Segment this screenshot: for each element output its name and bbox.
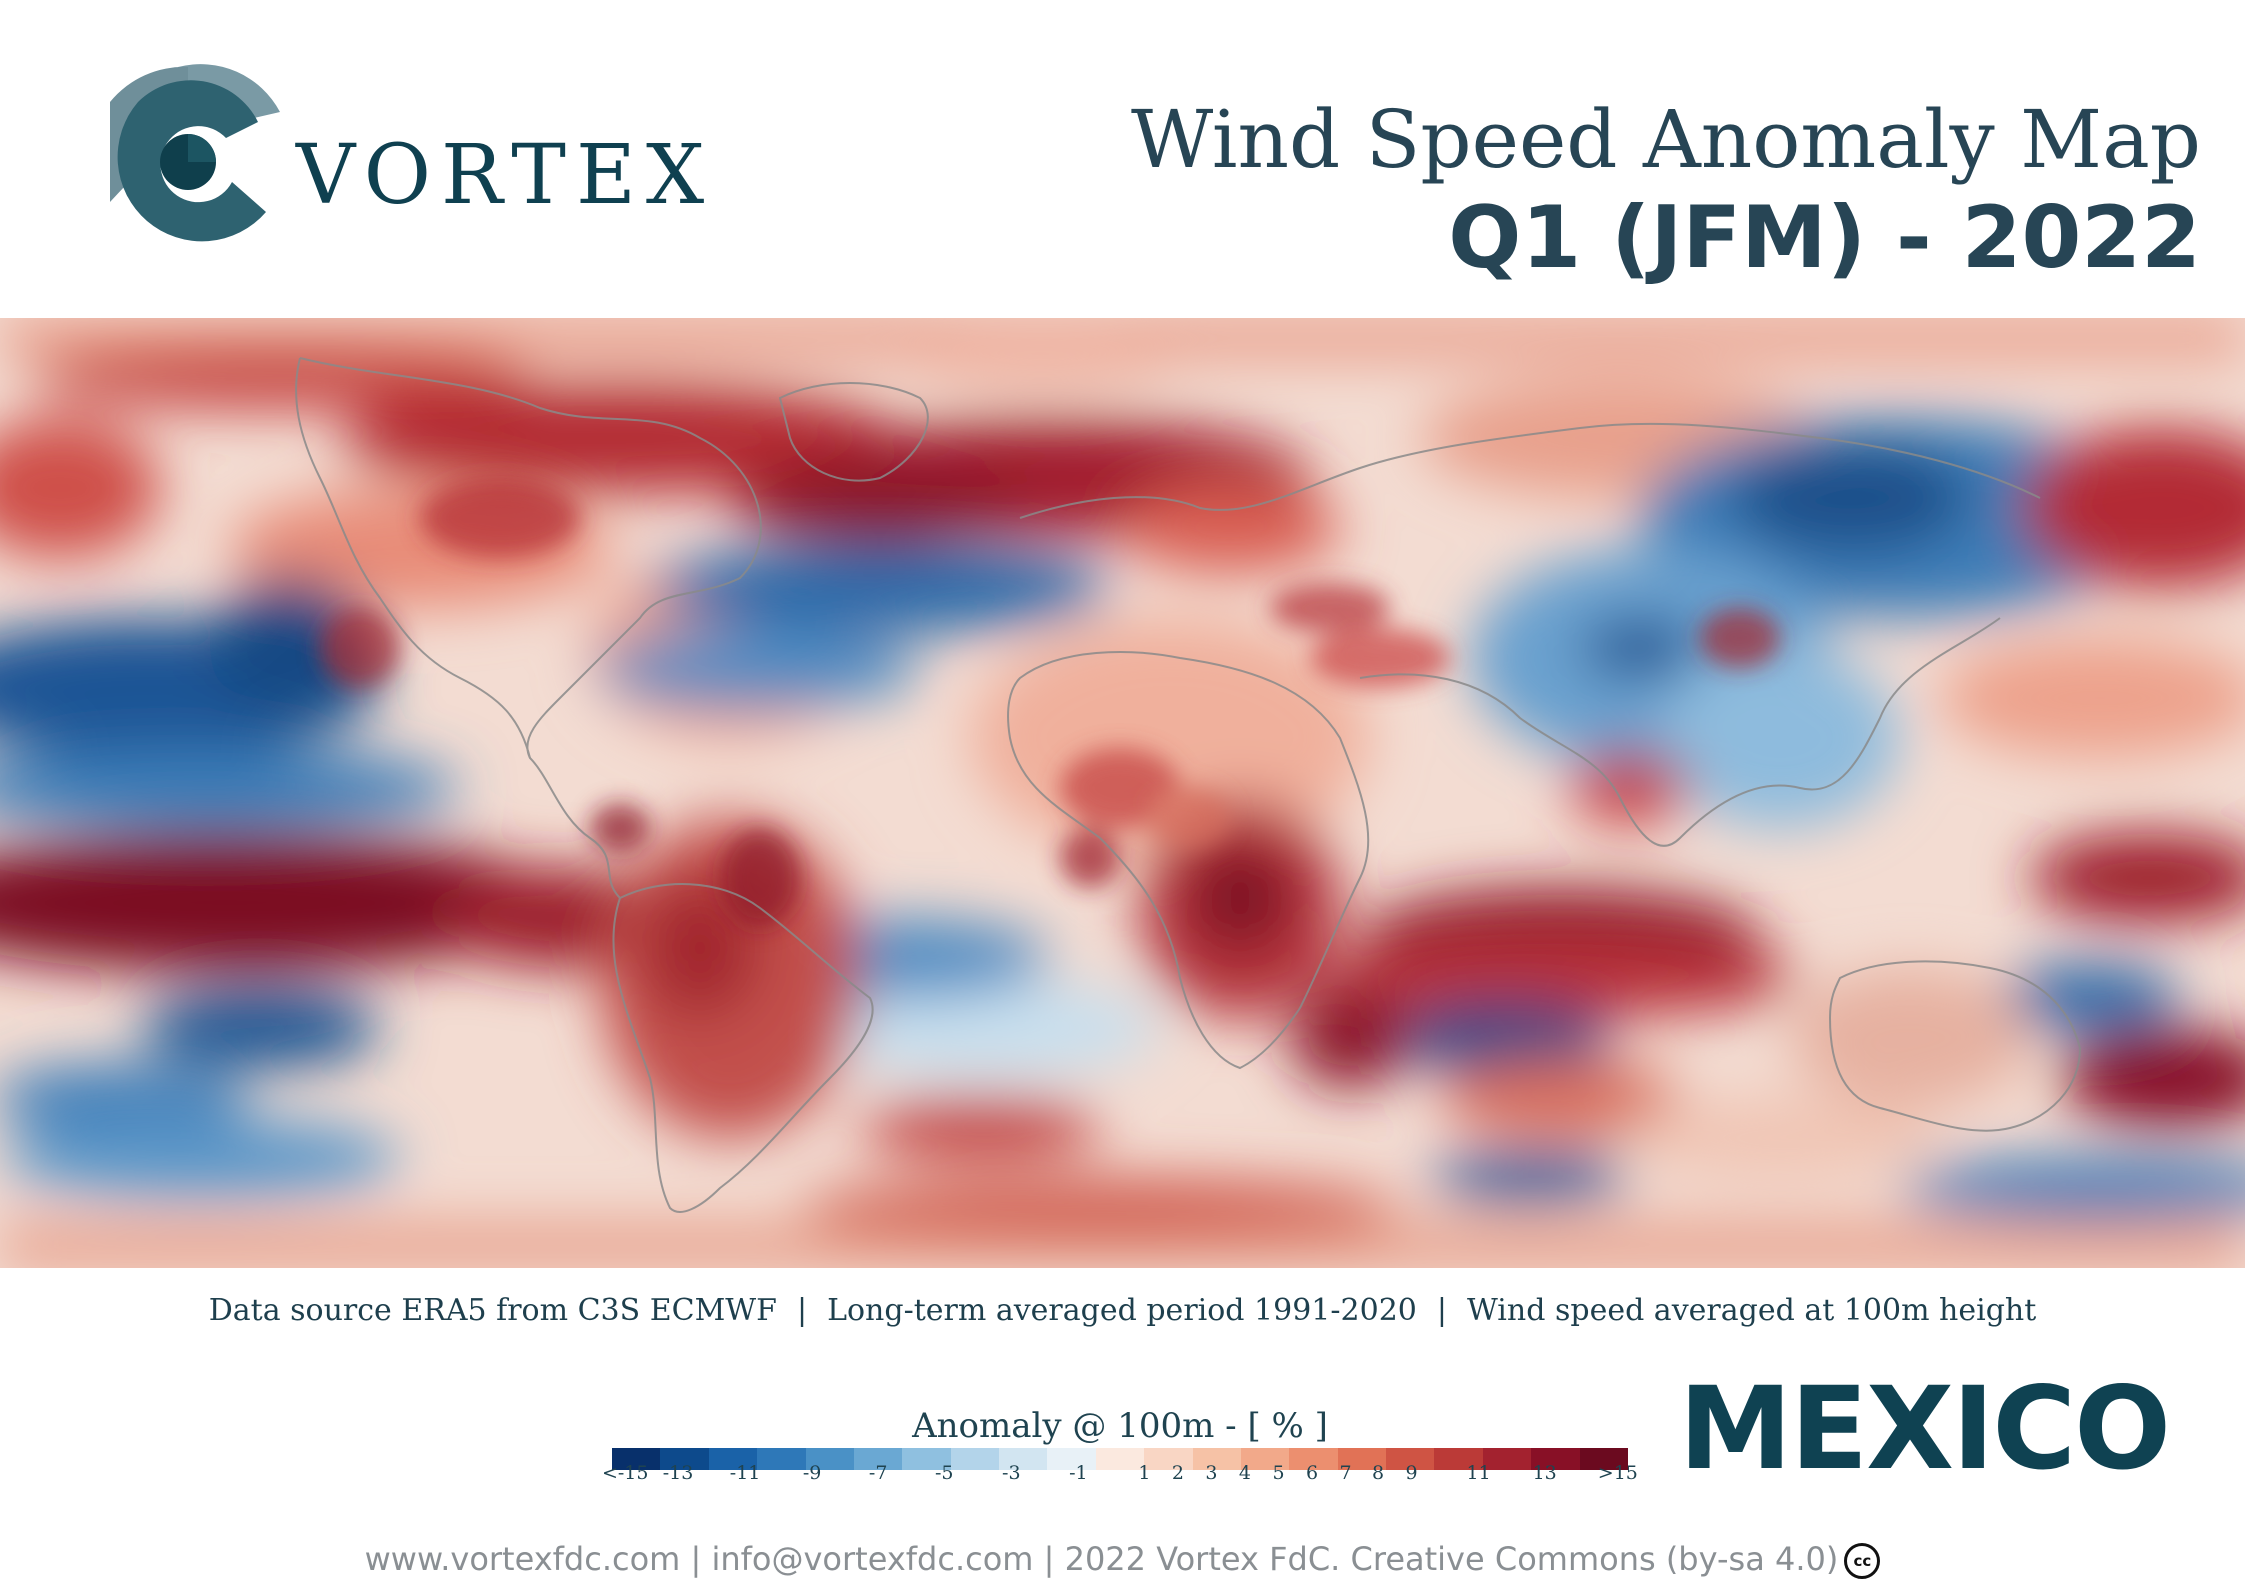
- colorbar-swatch: [1095, 1448, 1145, 1470]
- colorbar-swatch: [853, 1448, 903, 1470]
- colorbar-tick-label: -3: [1002, 1462, 1021, 1484]
- colorbar-tick-label: 2: [1171, 1462, 1184, 1484]
- colorbar-tick-label: 7: [1339, 1462, 1352, 1484]
- colorbar-tick-label: -13: [662, 1462, 694, 1484]
- colorbar-tick-label: 13: [1532, 1462, 1557, 1484]
- colorbar-tick-label: -1: [1069, 1462, 1088, 1484]
- colorbar-tick-label: >15: [1597, 1462, 1638, 1484]
- footer-text[interactable]: www.vortexfdc.com | info@vortexfdc.com |…: [364, 1540, 1839, 1578]
- creative-commons-icon: cc: [1844, 1543, 1881, 1579]
- colorbar-swatch: [757, 1448, 806, 1470]
- separator: |: [1436, 1293, 1447, 1328]
- colorbar-swatch: [805, 1448, 854, 1470]
- colorbar-tick-label: -9: [802, 1462, 822, 1484]
- separator: |: [796, 1293, 808, 1328]
- colorbar-swatch: [1047, 1448, 1096, 1470]
- colorbar-swatch: [1579, 1448, 1628, 1470]
- map-title: Wind Speed Anomaly Map: [1131, 93, 2201, 186]
- colorbar-swatch: [1289, 1448, 1338, 1470]
- coastlines: [295, 357, 2082, 1213]
- brand-name: VORTEX: [296, 128, 715, 223]
- colorbar-swatch: [999, 1448, 1048, 1470]
- map-period: Q1 (JFM) - 2022: [1448, 188, 2201, 288]
- data-source-line: Data source ERA5 from C3S ECMWF | Long-ter…: [0, 1293, 2245, 1328]
- vortex-logo: VORTEX: [108, 62, 748, 252]
- colorbar-swatch: [1482, 1448, 1532, 1470]
- colorbar-tick-label: 6: [1305, 1462, 1319, 1484]
- colorbar-swatch: [1386, 1448, 1435, 1470]
- colorbar-tick-label: -5: [934, 1462, 954, 1484]
- colorbar-tick-label: 8: [1372, 1462, 1385, 1484]
- colorbar-swatch: [708, 1448, 758, 1470]
- colorbar-tick-label: -7: [868, 1462, 888, 1484]
- map-title-block: Wind Speed Anomaly Map Q1 (JFM) - 2022: [1131, 92, 2201, 288]
- height-text: Wind speed averaged at 100m height: [1467, 1293, 2037, 1328]
- colorbar-tick-label: <-15: [601, 1462, 649, 1484]
- colorbar-tick-label: 4: [1238, 1462, 1251, 1484]
- anomaly-world-map: [0, 318, 2245, 1268]
- colorbar-tick-label: 11: [1466, 1462, 1491, 1484]
- colorbar-swatch: [950, 1448, 999, 1470]
- colorbar-title: Anomaly @ 100m - [ % ]: [912, 1406, 1328, 1446]
- colorbar-swatch: [1240, 1448, 1290, 1470]
- colorbar: [612, 1448, 1628, 1470]
- colorbar-swatch: [1434, 1448, 1483, 1470]
- colorbar-tick-label: 3: [1205, 1462, 1218, 1484]
- colorbar-swatch: [1144, 1448, 1193, 1470]
- colorbar-ticks: <-15 -13 -11 -9 -7 -5 -3 -1 1 2 3 4 5 6 7 8 9 11 13 >15: [0, 1462, 2245, 1492]
- colorbar-tick-label: -11: [729, 1462, 761, 1484]
- colorbar-tick-label: 1: [1138, 1462, 1151, 1484]
- colorbar-tick-label: 9: [1405, 1462, 1418, 1484]
- data-source-text: Data source ERA5 from C3S ECMWF: [208, 1293, 777, 1328]
- footer: www.vortexfdc.com | info@vortexfdc.com |…: [0, 1540, 2245, 1579]
- colorbar-swatch: [1192, 1448, 1241, 1470]
- vortex-logo-icon: [110, 64, 280, 242]
- country-label: MEXICO: [1678, 1362, 2171, 1495]
- colorbar-tick-label: 5: [1272, 1462, 1285, 1484]
- colorbar-swatch: [660, 1448, 709, 1470]
- colorbar-swatch: [1337, 1448, 1386, 1470]
- colorbar-swatch: [902, 1448, 951, 1470]
- reference-period-text: Long-term averaged period 1991-2020: [827, 1293, 1417, 1328]
- colorbar-swatch: [612, 1448, 661, 1470]
- colorbar-swatch: [1531, 1448, 1580, 1470]
